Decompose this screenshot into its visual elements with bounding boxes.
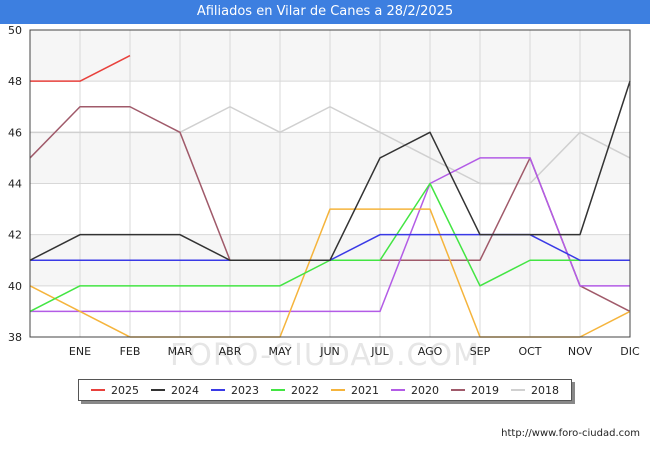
y-tick-label: 42 — [8, 229, 22, 242]
legend-swatch — [511, 389, 525, 391]
y-tick-label: 46 — [8, 126, 22, 139]
legend-swatch — [391, 389, 405, 391]
y-tick-label: 48 — [8, 75, 22, 88]
legend-label: 2023 — [231, 383, 259, 397]
legend-item-2023: 2023 — [211, 384, 259, 397]
x-tick-label: FEB — [120, 345, 141, 358]
chart-title: Afiliados en Vilar de Canes a 28/2/2025 — [0, 0, 650, 24]
x-tick-label: MAR — [168, 345, 193, 358]
legend-swatch — [331, 389, 345, 391]
legend-item-2018: 2018 — [511, 384, 559, 397]
x-axis-ticks: ENE FEB MAR ABR MAY JUN JUL AGO SEP OCT NOV DIC — [69, 345, 640, 358]
x-tick-label: JUN — [319, 345, 340, 358]
legend-swatch — [151, 389, 165, 391]
legend-label: 2020 — [411, 383, 439, 397]
watermark: FORO-CIUDAD.COM — [170, 338, 480, 373]
source-url: http://www.foro-ciudad.com — [501, 428, 640, 439]
series-line-2020 — [30, 157, 630, 313]
x-tick-label: NOV — [568, 345, 593, 358]
y-tick-label: 40 — [8, 280, 22, 293]
series-line-2018 — [30, 106, 631, 185]
legend-swatch — [271, 389, 285, 391]
legend-label: 2025 — [111, 383, 139, 397]
series-line-2024 — [29, 80, 631, 261]
x-tick-label: MAY — [269, 345, 292, 358]
y-axis-ticks: 38 40 42 44 46 48 50 — [8, 24, 22, 344]
legend-label: 2022 — [291, 383, 319, 397]
x-tick-label: ENE — [69, 345, 91, 358]
x-tick-label: OCT — [518, 345, 541, 358]
legend-label: 2024 — [171, 383, 199, 397]
legend-label: 2019 — [471, 383, 499, 397]
y-tick-label: 44 — [8, 178, 22, 191]
legend-item-2025: 2025 — [91, 384, 139, 397]
legend-label: 2021 — [351, 383, 379, 397]
legend-item-2020: 2020 — [391, 384, 439, 397]
series-line-2025 — [30, 54, 131, 82]
x-tick-label: SEP — [470, 345, 491, 358]
legend-item-2021: 2021 — [331, 384, 379, 397]
x-tick-label: JUL — [370, 345, 389, 358]
legend-item-2022: 2022 — [271, 384, 319, 397]
legend-item-2024: 2024 — [151, 384, 199, 397]
legend-swatch — [451, 389, 465, 391]
x-tick-label: ABR — [219, 345, 242, 358]
y-tick-label: 50 — [8, 24, 22, 37]
y-tick-label: 38 — [8, 331, 22, 344]
plot-frame — [29, 29, 631, 338]
legend-item-2019: 2019 — [451, 384, 499, 397]
legend-swatch — [211, 389, 225, 391]
legend-swatch — [91, 389, 105, 391]
x-tick-label: DIC — [620, 345, 640, 358]
x-tick-label: AGO — [418, 345, 443, 358]
legend-label: 2018 — [531, 383, 559, 397]
legend: 2025 2024 2023 2022 2021 2020 2019 2018 — [78, 379, 572, 401]
